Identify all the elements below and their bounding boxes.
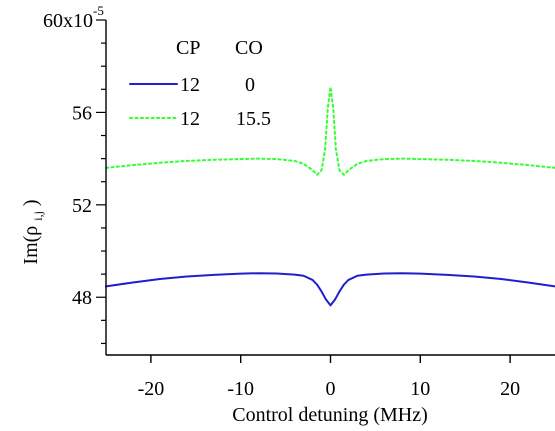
y-tick-label: 52 [72, 195, 92, 217]
x-axis-label: Control detuning (MHz) [232, 404, 428, 426]
plot-area [105, 86, 555, 307]
y-tick-label: 60x10 [43, 10, 93, 32]
y-axis-label-base: Im(ρ [20, 226, 42, 265]
legend-co-value: 15.5 [236, 108, 271, 130]
legend-header-cp: CP [176, 37, 200, 59]
x-tick-label: -20 [138, 378, 165, 400]
x-tick-label: 0 [326, 378, 336, 400]
x-tick-label: 10 [410, 378, 430, 400]
y-tick-label: 48 [72, 287, 92, 309]
y-tick-label: 56 [72, 102, 92, 124]
x-tick-label: -10 [227, 378, 254, 400]
legend: CP CO 12 0 12 15.5 [129, 37, 271, 130]
series-cp12-co155-line [105, 86, 555, 176]
y-axis-label-subscript: i,j [31, 211, 45, 221]
y-axis-label: Im(ρ i,j ) [20, 199, 47, 264]
legend-cp-value: 12 [180, 108, 200, 130]
series-cp12-co0-line [105, 272, 555, 307]
x-tick-label: 20 [500, 378, 520, 400]
y-axis-exponent: -5 [93, 3, 104, 18]
legend-header-co: CO [235, 37, 263, 59]
legend-cp-value: 12 [180, 74, 200, 96]
axes: -20 -10 0 10 20 48 52 56 60x10 -5 [43, 3, 555, 400]
y-axis-label-end: ) [20, 199, 42, 206]
legend-co-value: 0 [245, 74, 255, 96]
